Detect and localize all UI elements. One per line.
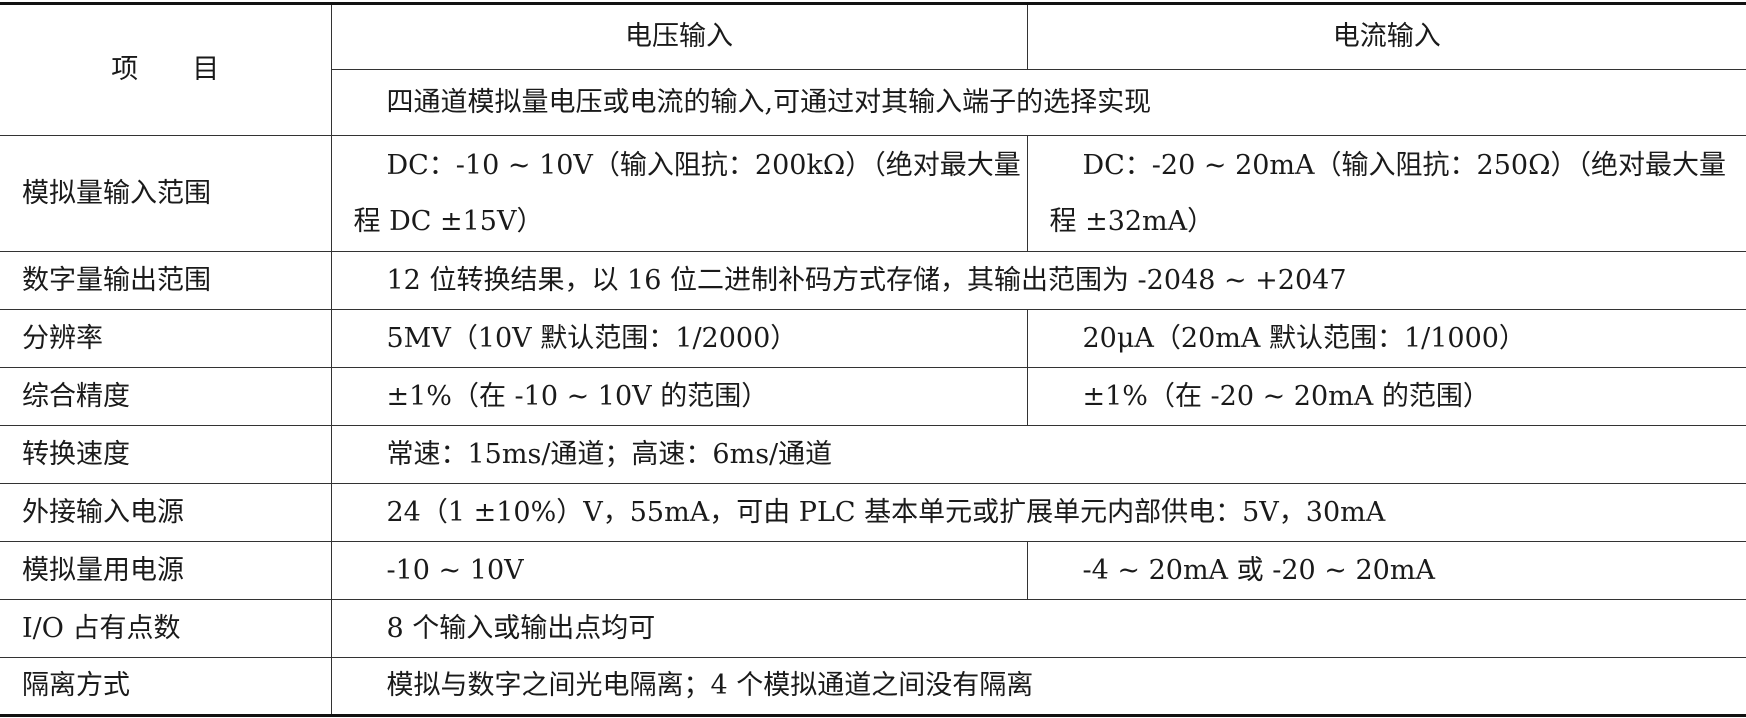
current-input-header: 电流输入 bbox=[1026, 3, 1746, 70]
row-label: 转换速度 bbox=[0, 425, 332, 484]
row-label: 数字量输出范围 bbox=[0, 251, 332, 310]
voltage-value: DC：-10 ~ 10V（输入阻抗：200kΩ）（绝对最大量程 DC ±15V） bbox=[330, 135, 1028, 252]
row-label: 模拟量输入范围 bbox=[0, 135, 332, 252]
table-row: 外接输入电源 24（1 ±10%）V，55mA，可由 PLC 基本单元或扩展单元… bbox=[0, 483, 1746, 542]
row-label: 模拟量用电源 bbox=[0, 541, 332, 600]
voltage-input-header: 电压输入 bbox=[330, 3, 1028, 70]
row-label: I/O 占有点数 bbox=[0, 599, 332, 658]
row-value: 8 个输入或输出点均可 bbox=[330, 599, 1746, 658]
table-row: 模拟量输入范围 DC：-10 ~ 10V（输入阻抗：200kΩ）（绝对最大量程 … bbox=[0, 135, 1746, 252]
table-row: 转换速度 常速：15ms/通道；高速：6ms/通道 bbox=[0, 425, 1746, 484]
table-row: 隔离方式 模拟与数字之间光电隔离；4 个模拟通道之间没有隔离 bbox=[0, 657, 1746, 716]
description-row: 四通道模拟量电压或电流的输入,可通过对其输入端子的选择实现 bbox=[0, 69, 1746, 136]
row-label: 综合精度 bbox=[0, 367, 332, 426]
voltage-value: 5MV（10V 默认范围：1/2000） bbox=[330, 309, 1028, 368]
row-label: 分辨率 bbox=[0, 309, 332, 368]
table-row: 数字量输出范围 12 位转换结果，以 16 位二进制补码方式存储，其输出范围为 … bbox=[0, 251, 1746, 310]
row-value: 常速：15ms/通道；高速：6ms/通道 bbox=[330, 425, 1746, 484]
voltage-value: -10 ~ 10V bbox=[330, 541, 1028, 600]
table-row: I/O 占有点数 8 个输入或输出点均可 bbox=[0, 599, 1746, 658]
row-label: 隔离方式 bbox=[0, 657, 332, 716]
row-value: 12 位转换结果，以 16 位二进制补码方式存储，其输出范围为 -2048 ~ … bbox=[330, 251, 1746, 310]
current-value: DC：-20 ~ 20mA（输入阻抗：250Ω）（绝对最大量程 ±32mA） bbox=[1026, 135, 1746, 252]
row-value: 模拟与数字之间光电隔离；4 个模拟通道之间没有隔离 bbox=[330, 657, 1746, 716]
table-row: 模拟量用电源 -10 ~ 10V -4 ~ 20mA 或 -20 ~ 20mA bbox=[0, 541, 1746, 600]
item-header: 项 目 bbox=[0, 3, 332, 136]
description: 四通道模拟量电压或电流的输入,可通过对其输入端子的选择实现 bbox=[331, 69, 1746, 136]
table-row: 综合精度 ±1%（在 -10 ~ 10V 的范围） ±1%（在 -20 ~ 20… bbox=[0, 367, 1746, 426]
voltage-value: ±1%（在 -10 ~ 10V 的范围） bbox=[330, 367, 1028, 426]
header-row: 项 目 电压输入 电流输入 bbox=[0, 3, 1746, 136]
row-label: 外接输入电源 bbox=[0, 483, 332, 542]
current-value: 20μA（20mA 默认范围：1/1000） bbox=[1026, 309, 1746, 368]
current-value: ±1%（在 -20 ~ 20mA 的范围） bbox=[1026, 367, 1746, 426]
row-value: 24（1 ±10%）V，55mA，可由 PLC 基本单元或扩展单元内部供电：5V… bbox=[330, 483, 1746, 542]
table-row: 分辨率 5MV（10V 默认范围：1/2000） 20μA（20mA 默认范围：… bbox=[0, 309, 1746, 368]
current-value: -4 ~ 20mA 或 -20 ~ 20mA bbox=[1026, 541, 1746, 600]
